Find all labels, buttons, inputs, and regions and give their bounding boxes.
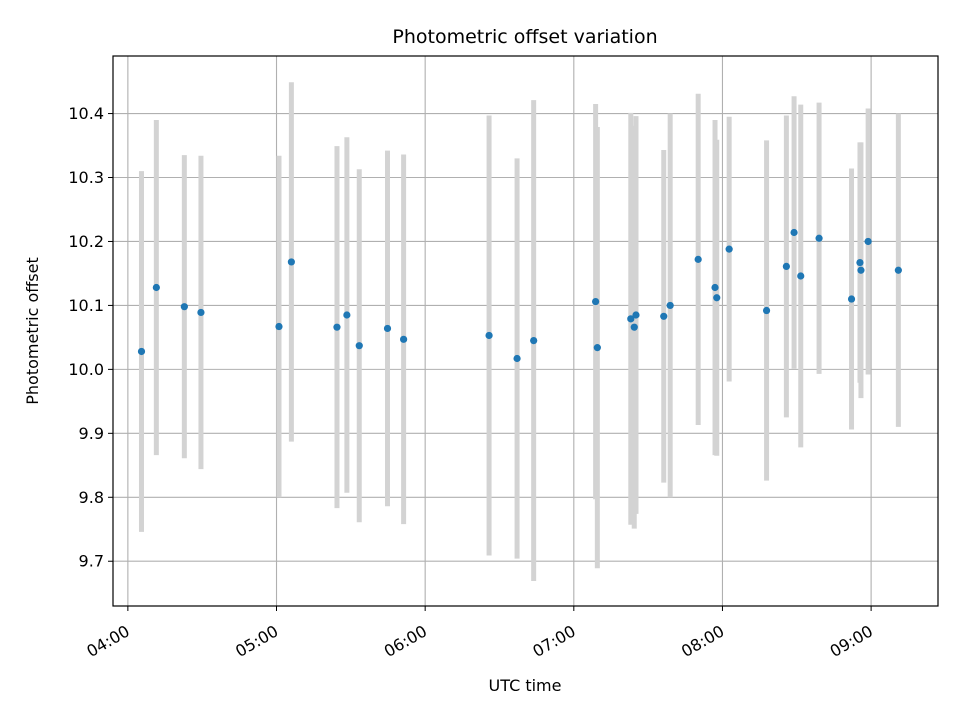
data-point — [630, 323, 638, 331]
y-tick-label: 10.1 — [68, 296, 104, 315]
data-points — [137, 228, 902, 363]
data-point — [180, 303, 188, 311]
data-point — [383, 324, 392, 333]
data-point — [137, 347, 146, 356]
y-tick-label: 10.0 — [68, 360, 104, 379]
data-point — [287, 258, 295, 266]
data-point — [593, 344, 601, 352]
data-point — [762, 306, 771, 315]
y-tick-label: 10.3 — [68, 168, 104, 187]
data-point — [592, 297, 600, 306]
data-point — [790, 228, 798, 237]
data-point — [152, 283, 160, 292]
y-tick-label: 9.7 — [79, 552, 104, 571]
data-point — [815, 234, 823, 242]
y-axis-title: Photometric offset — [23, 257, 42, 405]
x-axis-title: UTC time — [489, 676, 562, 695]
data-point — [797, 272, 805, 280]
data-point — [660, 312, 668, 320]
y-tick-label: 10.2 — [68, 232, 104, 251]
data-point — [632, 311, 640, 319]
data-point — [627, 315, 635, 323]
data-point — [864, 237, 872, 246]
chart-title: Photometric offset variation — [392, 26, 657, 48]
data-point — [711, 283, 719, 292]
data-point — [857, 266, 865, 274]
data-point — [343, 311, 351, 319]
data-point — [782, 262, 790, 271]
data-point — [513, 354, 521, 363]
data-point — [713, 294, 721, 302]
data-point — [400, 335, 408, 343]
data-point — [333, 323, 341, 331]
data-point — [894, 266, 902, 274]
data-point — [485, 331, 493, 340]
data-point — [275, 322, 283, 331]
data-point — [666, 301, 674, 310]
y-axis-ticks: 9.7 9.8 9.9 10.0 10.1 10.2 10.3 10.4 — [68, 104, 113, 571]
data-point — [847, 295, 856, 303]
y-tick-label: 10.4 — [68, 104, 104, 123]
data-point — [856, 258, 864, 267]
data-point — [197, 308, 205, 317]
y-tick-label: 9.8 — [79, 488, 104, 507]
data-point — [355, 342, 363, 350]
data-point — [725, 245, 733, 253]
data-point — [530, 336, 538, 345]
data-point — [694, 255, 702, 263]
plot-frame — [112, 55, 939, 607]
y-tick-label: 9.9 — [79, 424, 104, 443]
